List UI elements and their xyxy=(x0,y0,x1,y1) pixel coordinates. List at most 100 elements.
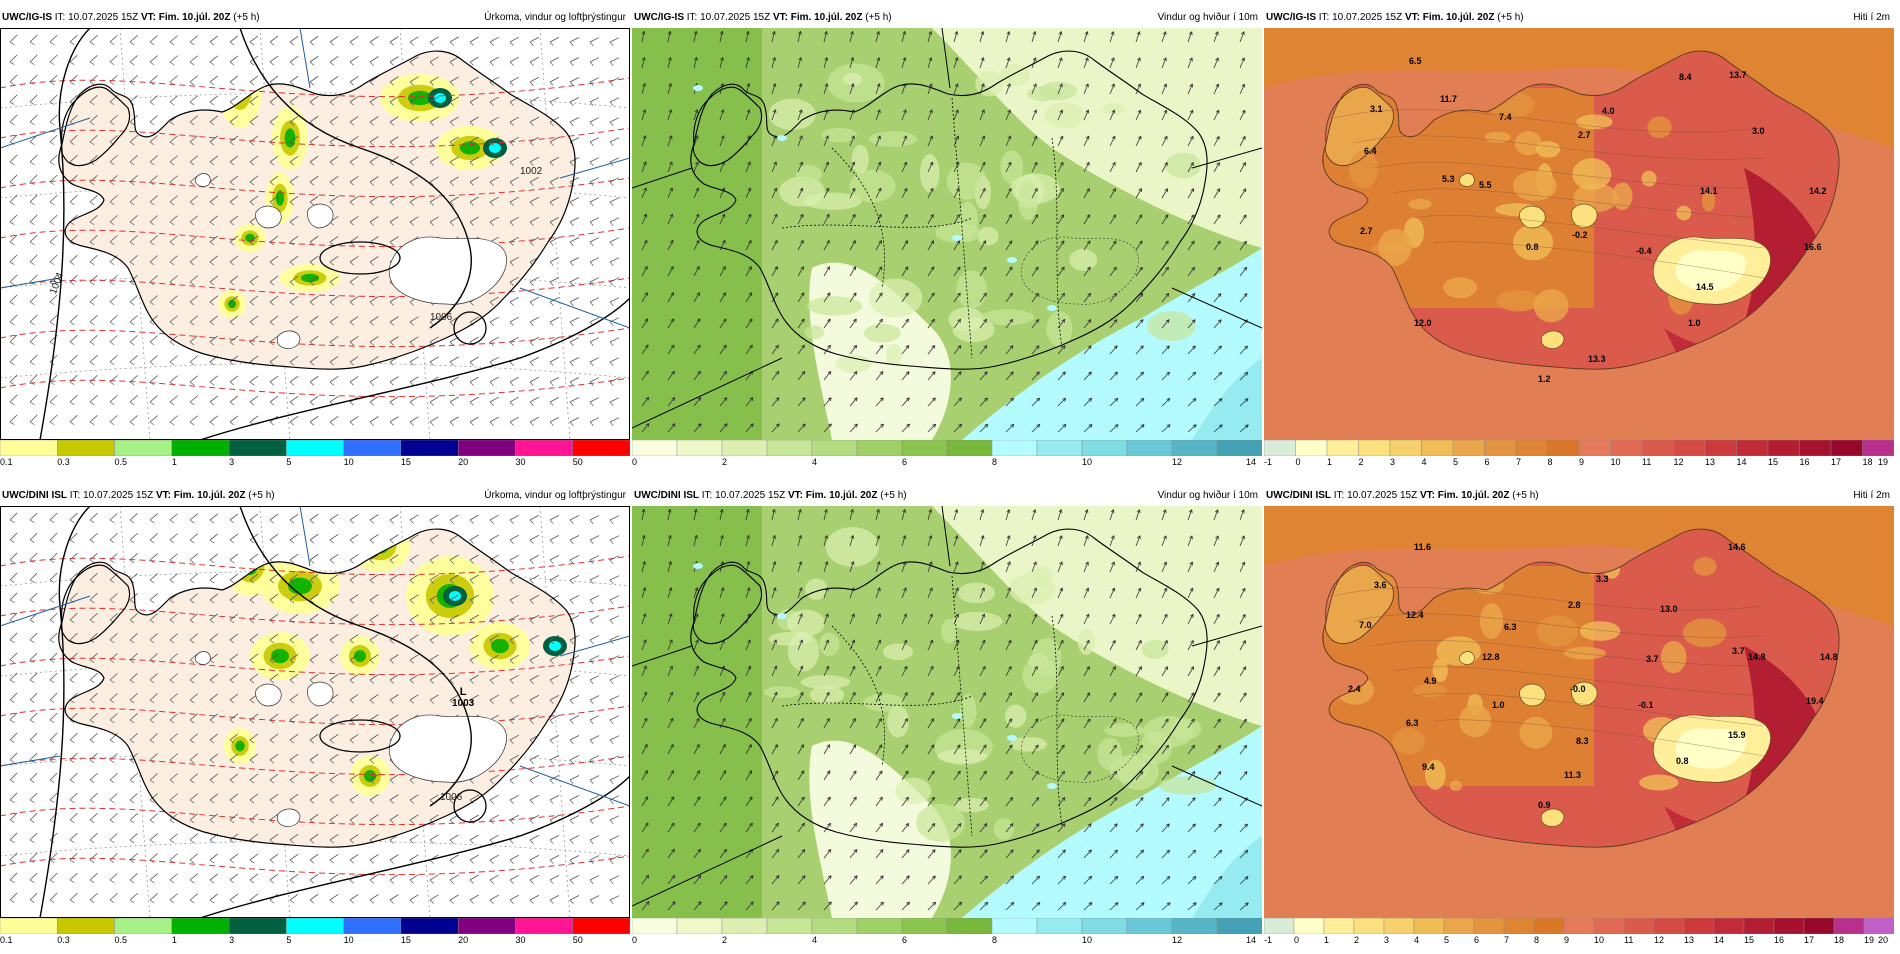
colorbar-tick-label: 30 xyxy=(515,934,525,946)
colorbar-swatch xyxy=(115,440,172,456)
init-time: 10.07.2025 15Z xyxy=(715,490,785,501)
colorbar-swatch xyxy=(1800,440,1832,456)
temperature-value-label: -0.4 xyxy=(1636,246,1652,256)
panel-header: UWC/IG-IS IT: 10.07.2025 15Z VT: Fim. 10… xyxy=(632,8,1262,28)
valid-time: Fim. 10.júl. 20Z xyxy=(791,12,863,23)
temperature-value-label: 13.3 xyxy=(1588,354,1606,364)
colorbar-swatch xyxy=(1744,918,1774,934)
temperature-value-label: 7.0 xyxy=(1359,620,1372,630)
isobar-label: 1006 xyxy=(440,792,462,803)
panel-title: Hiti í 2m xyxy=(1853,8,1890,28)
colorbar-swatch xyxy=(1534,918,1564,934)
low-pressure-value: 1003 xyxy=(452,698,474,710)
colorbar-swatch xyxy=(722,440,767,456)
colorbar-tick-label: 14 xyxy=(1246,456,1256,468)
colorbar-swatch xyxy=(1294,918,1324,934)
colorbar-swatch xyxy=(1264,440,1296,456)
colorbar-tick-label: 0 xyxy=(1294,934,1299,946)
temperature-value-label: 15.9 xyxy=(1728,730,1746,740)
colorbar-swatch xyxy=(812,918,857,934)
colorbar-tick-label: 17 xyxy=(1804,934,1814,946)
precip-map-panel-dini: UWC/DINI ISL IT: 10.07.2025 15Z VT: Fim.… xyxy=(0,486,630,954)
isobar-label: 1002 xyxy=(520,166,542,177)
colorbar-tick-label: 5 xyxy=(286,934,291,946)
valid-time-label: VT: xyxy=(788,490,803,501)
temperature-value-label: 3.7 xyxy=(1646,654,1659,664)
colorbar-swatch xyxy=(1863,440,1895,456)
wind-map[interactable] xyxy=(632,506,1262,918)
colorbar-tick-label: 4 xyxy=(812,456,817,468)
lead-time: (+5 h) xyxy=(880,490,906,501)
temperature-value-label: 11.3 xyxy=(1564,770,1581,780)
colorbar-tick-label: 15 xyxy=(1768,456,1778,468)
colorbar-swatch xyxy=(1548,440,1580,456)
lead-time: (+5 h) xyxy=(865,12,891,23)
init-time-label: IT: xyxy=(687,12,698,23)
model-name: UWC/DINI ISL xyxy=(634,490,699,501)
colorbar-tick-label: 13 xyxy=(1705,456,1715,468)
colorbar-swatch xyxy=(1327,440,1359,456)
colorbar-tick-label: 20 xyxy=(1878,934,1888,946)
init-time-label: IT: xyxy=(70,490,81,501)
colorbar-swatch xyxy=(1564,918,1594,934)
init-time: 10.07.2025 15Z xyxy=(700,12,770,23)
model-name: UWC/IG-IS xyxy=(1266,12,1316,23)
colorbar-tick-label: 6 xyxy=(902,934,907,946)
temperature-value-label: 1.0 xyxy=(1492,700,1505,710)
colorbar xyxy=(0,918,630,934)
colorbar-swatch xyxy=(1674,440,1706,456)
temperature-value-label: 3.6 xyxy=(1374,580,1387,590)
colorbar-tick-label: 14 xyxy=(1714,934,1724,946)
temperature-value-label: 4.0 xyxy=(1602,106,1615,116)
colorbar-swatch xyxy=(1422,440,1454,456)
init-time: 10.07.2025 15Z xyxy=(1332,12,1402,23)
colorbar-tick-label: 3 xyxy=(229,456,234,468)
colorbar-tick-label: 20 xyxy=(458,934,468,946)
colorbar-tick-label: 0.1 xyxy=(0,456,13,468)
colorbar-swatch xyxy=(1768,440,1800,456)
colorbar-tick-label: 0.5 xyxy=(115,934,128,946)
colorbar-swatch xyxy=(1127,918,1172,934)
colorbar-swatch xyxy=(1642,440,1674,456)
colorbar-tick-label: 2 xyxy=(1359,456,1364,468)
temperature-value-label: 14.2 xyxy=(1809,186,1827,196)
colorbar-tick-label: -1 xyxy=(1264,934,1272,946)
temperature-value-label: 3.7 xyxy=(1732,646,1745,656)
colorbar-tick-label: 18 xyxy=(1834,934,1844,946)
colorbar-tick-label: 0.3 xyxy=(57,456,70,468)
init-time-label: IT: xyxy=(1334,490,1345,501)
colorbar-swatch xyxy=(1037,440,1082,456)
colorbar-tick-label: 0 xyxy=(1296,456,1301,468)
colorbar-swatch xyxy=(458,918,515,934)
wind-map[interactable] xyxy=(632,28,1262,440)
lead-time: (+5 h) xyxy=(1512,490,1538,501)
panel-header: UWC/DINI ISL IT: 10.07.2025 15Z VT: Fim.… xyxy=(1264,486,1894,506)
temperature-value-label: 14.1 xyxy=(1700,186,1718,196)
temperature-value-label: 14.8 xyxy=(1820,652,1838,662)
panel-title: Vindur og hviður í 10m xyxy=(1158,486,1258,506)
colorbar-tick-label: 8 xyxy=(1548,456,1553,468)
colorbar-tick-label: 15 xyxy=(1744,934,1754,946)
colorbar-tick-label: 9 xyxy=(1564,934,1569,946)
temperature-value-label: 12.0 xyxy=(1414,318,1432,328)
colorbar-swatch xyxy=(902,440,947,456)
init-time: 10.07.2025 15Z xyxy=(83,490,153,501)
temperature-value-label: 7.4 xyxy=(1499,112,1512,122)
colorbar-tick-label: 16 xyxy=(1800,456,1810,468)
temperature-value-label: 3.1 xyxy=(1370,104,1383,114)
colorbar-tick-label: 13 xyxy=(1684,934,1694,946)
temperature-value-label: 2.7 xyxy=(1578,130,1591,140)
temperature-value-label: -0.0 xyxy=(1570,684,1586,694)
temperature-value-label: 6.4 xyxy=(1364,146,1377,156)
colorbar-swatch xyxy=(767,918,812,934)
valid-time: Fim. 10.júl. 20Z xyxy=(174,490,246,501)
lead-time: (+5 h) xyxy=(1497,12,1523,23)
colorbar-tick-label: 2 xyxy=(722,456,727,468)
